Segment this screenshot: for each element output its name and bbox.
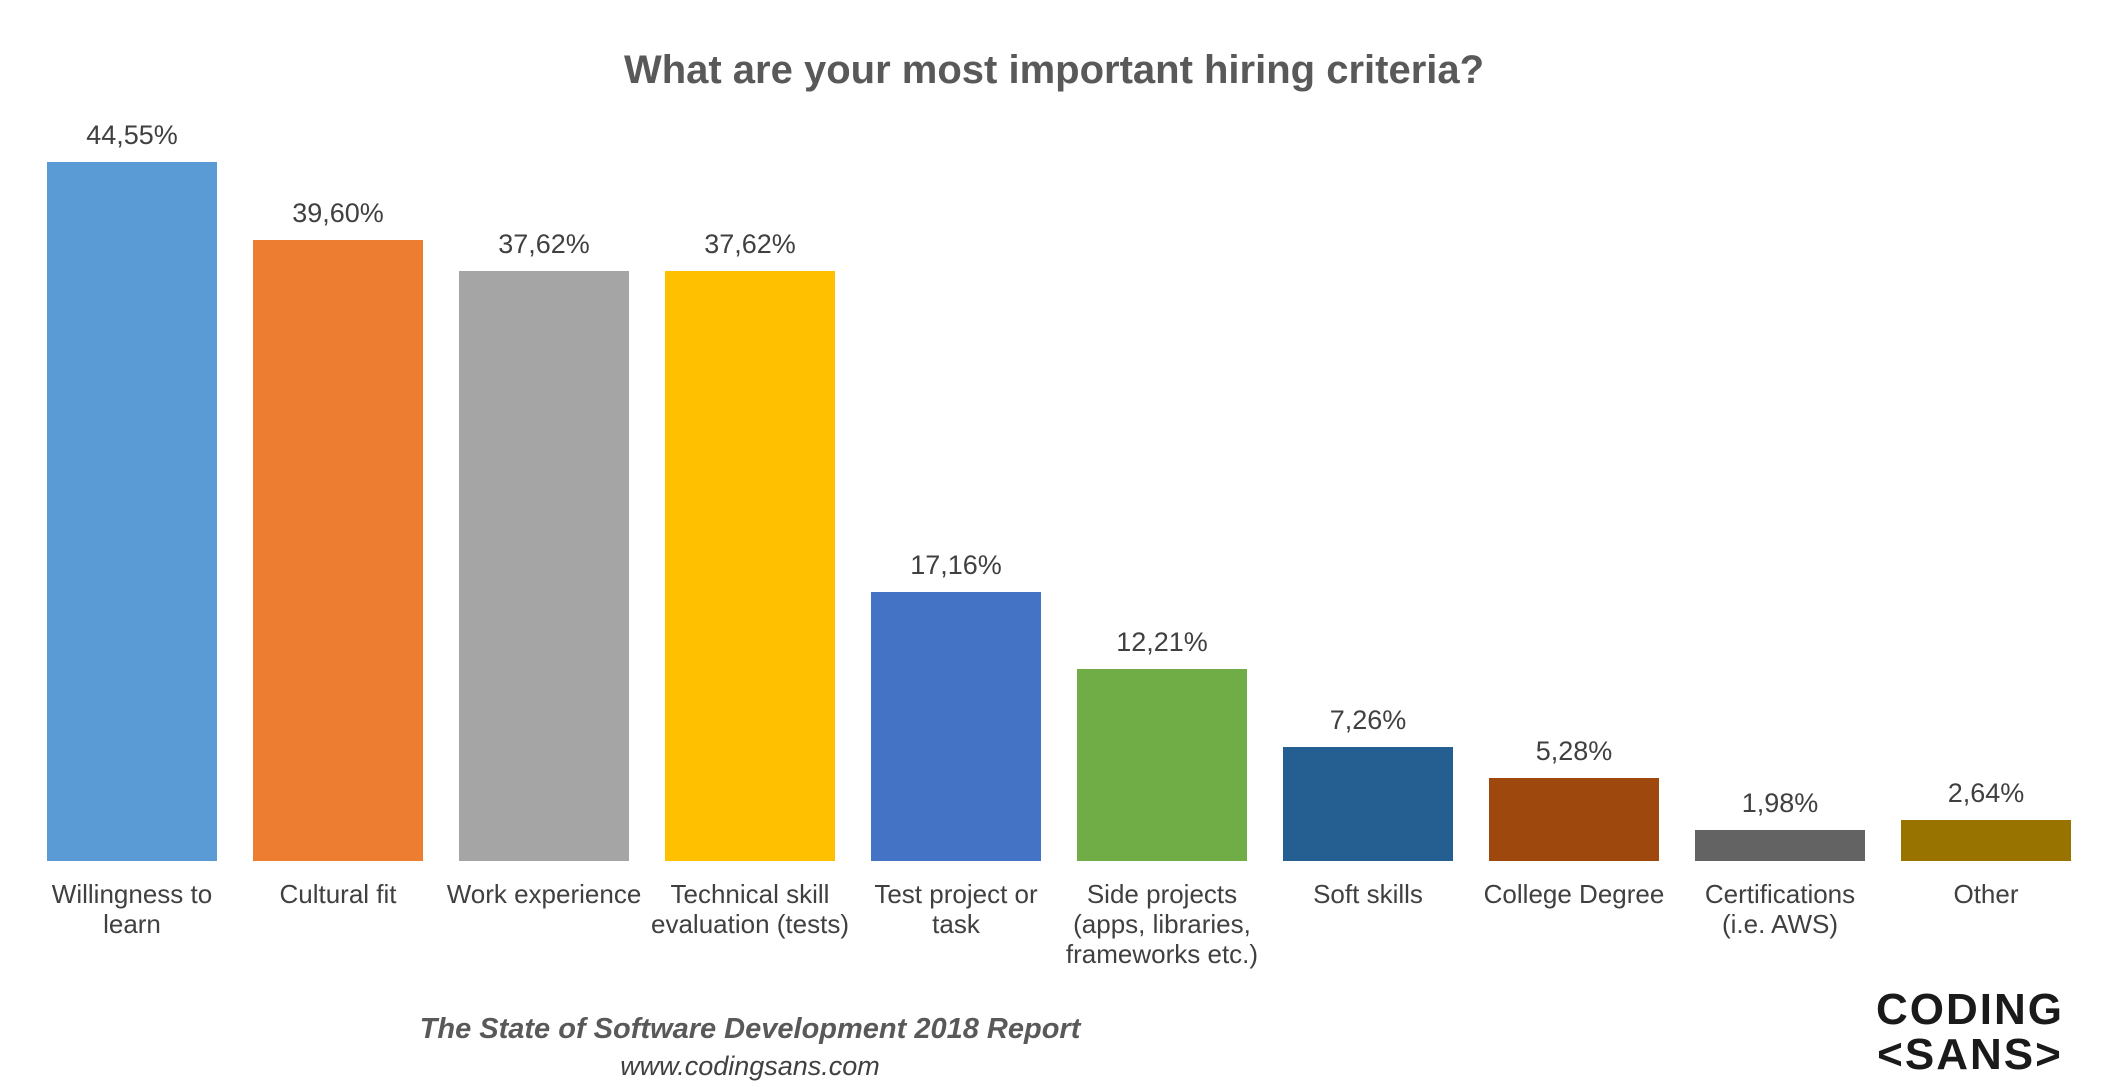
bar [253, 239, 423, 861]
x-tick-label: Cultural fit [279, 879, 397, 909]
value-label: 17,16% [910, 549, 1002, 580]
bar [1283, 747, 1453, 861]
value-label: 37,62% [498, 228, 590, 259]
x-tick-label: Side projects (apps, libraries, framewor… [1065, 879, 1259, 969]
bar [871, 591, 1041, 861]
x-tick-label: Other [1953, 879, 2019, 909]
url: www.codingsans.com [620, 1051, 880, 1081]
value-label: 44,55% [86, 120, 178, 150]
value-label: 39,60% [292, 197, 384, 228]
x-tick-label: Work experience [446, 879, 642, 909]
bar [47, 162, 217, 861]
x-tick-label: Willingness to learn [51, 879, 213, 939]
x-tick-label: Test project or task [874, 879, 1038, 939]
value-label: 1,98% [1741, 787, 1819, 818]
x-tick-label: Soft skills [1313, 879, 1423, 909]
value-label: 5,28% [1535, 736, 1613, 767]
bar [1077, 669, 1247, 861]
x-tick-label: Technical skill evaluation (tests) [651, 879, 849, 939]
logo: <SANS> [1877, 1030, 2063, 1079]
bar [665, 270, 835, 861]
value-label: 12,21% [1116, 627, 1208, 658]
footer: The State of Software Development 2018 R… [419, 1013, 1081, 1045]
value-label: 37,62% [704, 228, 796, 259]
value-label: 2,64% [1947, 777, 2025, 808]
bar [1695, 829, 1865, 861]
bar [1489, 778, 1659, 861]
x-tick-label: College Degree [1483, 879, 1665, 909]
bar [1901, 819, 2071, 861]
value-label: 7,26% [1329, 705, 1407, 736]
chart-title: What are your most important hiring crit… [623, 48, 1485, 92]
x-tick-label: Certifications (i.e. AWS) [1704, 879, 1856, 939]
bar [459, 270, 629, 861]
logo: CODING [1876, 985, 2064, 1034]
